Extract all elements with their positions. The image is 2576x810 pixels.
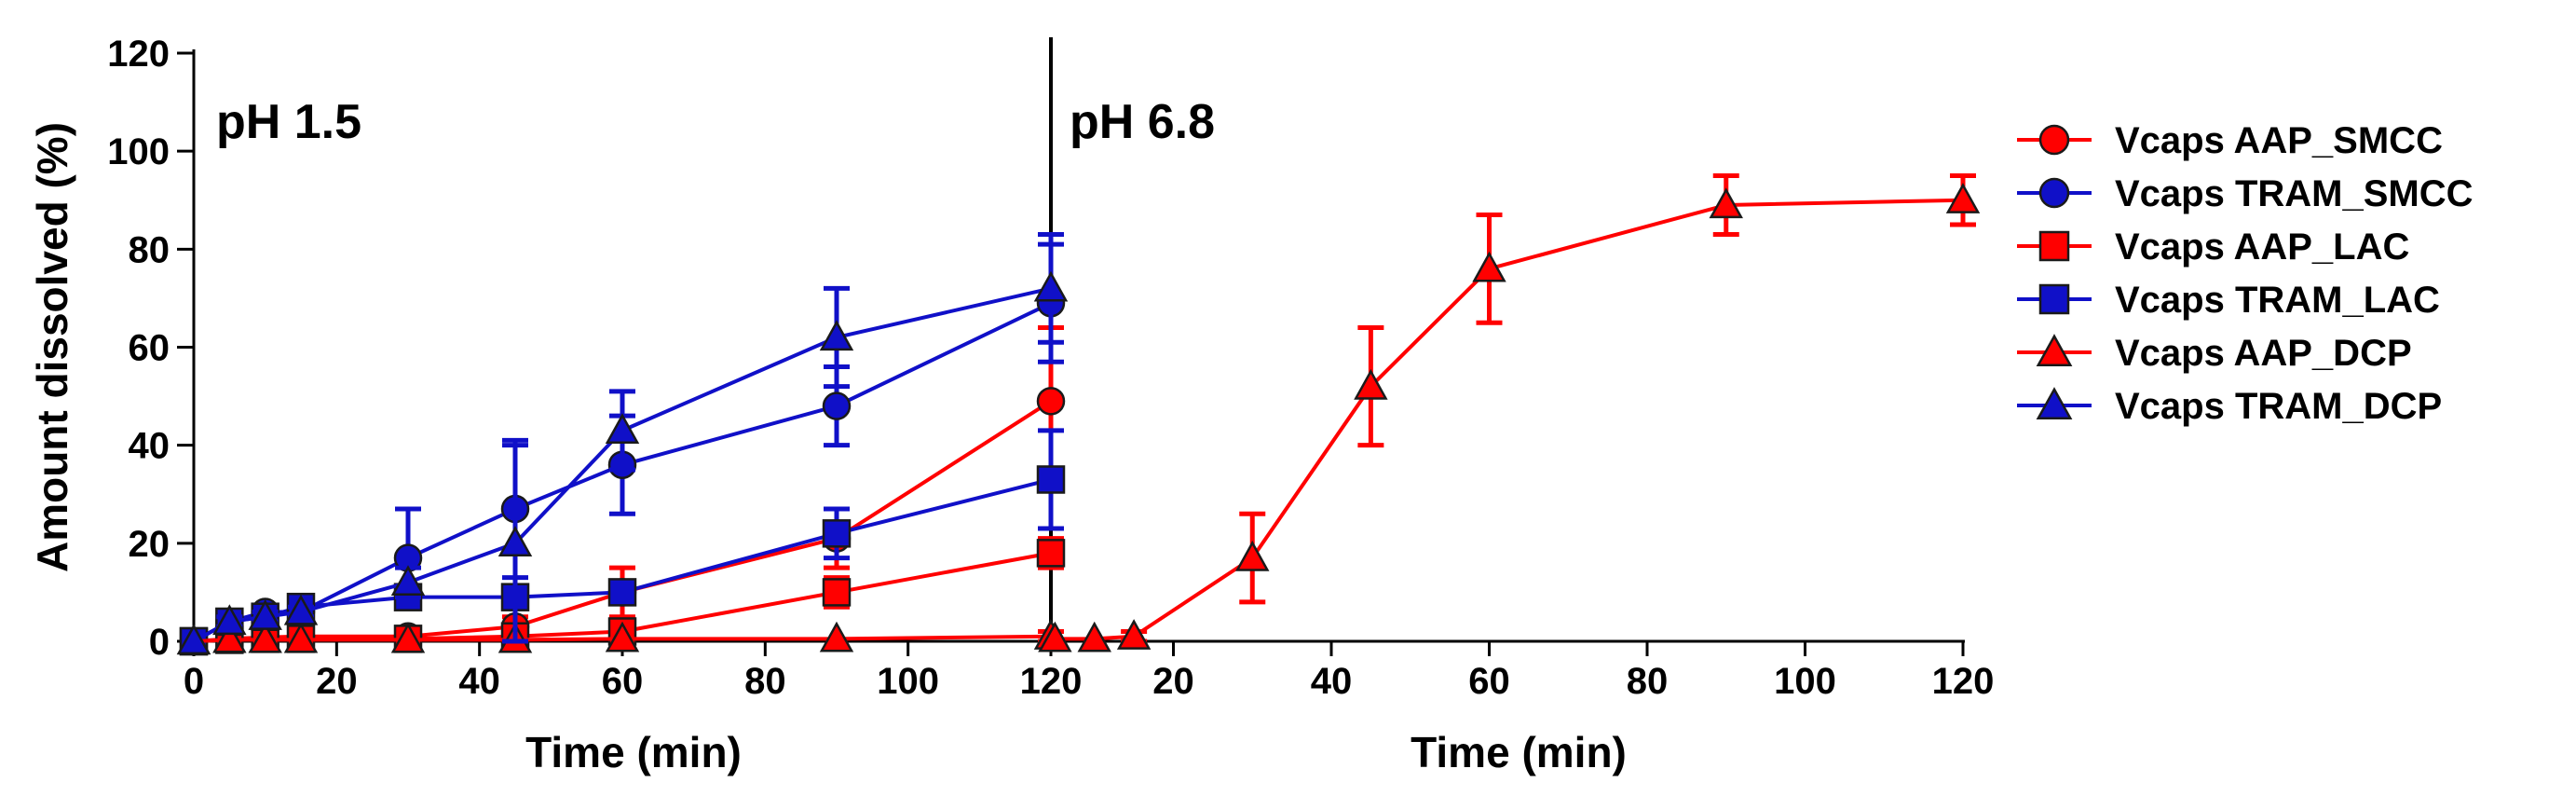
data-point bbox=[1036, 465, 1066, 494]
data-point bbox=[819, 320, 854, 351]
legend-label: Vcaps AAP_SMCC bbox=[2115, 120, 2443, 161]
legend-label: Vcaps TRAM_SMCC bbox=[2115, 173, 2474, 214]
x-tick-label: 20 bbox=[316, 661, 358, 702]
data-point bbox=[1116, 619, 1152, 650]
x-tick-label: 60 bbox=[1468, 661, 1510, 702]
legend-marker bbox=[2038, 177, 2070, 209]
legend-label: Vcaps AAP_LAC bbox=[2115, 227, 2409, 268]
data-point bbox=[1033, 270, 1069, 302]
data-point bbox=[1235, 540, 1270, 571]
y-tick-label: 40 bbox=[129, 426, 170, 467]
data-point bbox=[1038, 621, 1072, 652]
data-point bbox=[283, 622, 319, 653]
legend: Vcaps AAP_SMCC Vcaps TRAM_SMCC Vcaps AAP_L… bbox=[2017, 120, 2474, 427]
legend-marker bbox=[2036, 334, 2073, 367]
data-point bbox=[212, 604, 247, 636]
x-tick-label: 20 bbox=[1152, 661, 1194, 702]
data-point bbox=[1354, 368, 1388, 400]
panel-label: pH 1.5 bbox=[216, 95, 361, 149]
data-point bbox=[1036, 387, 1066, 416]
data-point bbox=[1077, 621, 1111, 652]
data-point bbox=[607, 578, 637, 607]
x-axis-title: Time (min) bbox=[525, 728, 742, 776]
data-point bbox=[819, 621, 854, 652]
x-tick-label: 40 bbox=[458, 661, 500, 702]
data-point bbox=[497, 526, 533, 556]
data-point bbox=[283, 594, 319, 625]
axes-layer: 0 20 40 60 80 100 120 Amount dissolved (%) 0 20 40… bbox=[28, 34, 1994, 776]
data-point bbox=[248, 599, 282, 630]
legend-marker bbox=[2038, 124, 2070, 156]
data-point bbox=[1472, 251, 1506, 282]
x-tick-label: 120 bbox=[1932, 661, 1995, 702]
legend-item: Vcaps TRAM_LAC bbox=[2017, 280, 2440, 321]
legend-item: Vcaps TRAM_DCP bbox=[2017, 386, 2442, 427]
data-point bbox=[605, 621, 640, 652]
x-tick-label: 0 bbox=[184, 661, 204, 702]
legend-item: Vcaps AAP_LAC bbox=[2017, 227, 2409, 268]
legend-label: Vcaps TRAM_DCP bbox=[2115, 386, 2442, 427]
x-tick-label: 80 bbox=[744, 661, 786, 702]
y-tick-label: 20 bbox=[129, 524, 170, 565]
legend-item: Vcaps AAP_DCP bbox=[2017, 333, 2412, 374]
legend-marker bbox=[2036, 387, 2073, 420]
data-point bbox=[605, 413, 640, 445]
data-point bbox=[176, 624, 211, 655]
data-point bbox=[822, 578, 852, 607]
data-point bbox=[822, 519, 852, 548]
x-tick-label: 100 bbox=[877, 661, 939, 702]
series-layer bbox=[176, 172, 1981, 656]
legend-marker bbox=[2038, 230, 2070, 262]
legend-item: Vcaps AAP_SMCC bbox=[2017, 120, 2443, 161]
y-axis-title: Amount dissolved (%) bbox=[28, 122, 76, 572]
y-tick-label: 60 bbox=[129, 328, 170, 369]
y-tick-label: 100 bbox=[107, 131, 170, 172]
series-vcaps-tram_dcp bbox=[176, 232, 1069, 655]
legend-label: Vcaps AAP_DCP bbox=[2115, 333, 2412, 374]
panel-label: pH 6.8 bbox=[1070, 95, 1215, 149]
series-vcaps-aap_dcp bbox=[176, 172, 1981, 655]
data-point bbox=[822, 391, 852, 420]
data-point bbox=[1945, 183, 1981, 213]
legend-item: Vcaps TRAM_SMCC bbox=[2017, 173, 2474, 214]
data-point bbox=[390, 622, 426, 653]
legend-label: Vcaps TRAM_LAC bbox=[2115, 280, 2440, 321]
legend-marker bbox=[2038, 283, 2070, 315]
data-point bbox=[212, 622, 247, 653]
x-tick-label: 40 bbox=[1311, 661, 1353, 702]
data-point bbox=[248, 622, 282, 653]
x-tick-label: 120 bbox=[1020, 661, 1083, 702]
x-tick-label: 80 bbox=[1627, 661, 1669, 702]
x-tick-label: 100 bbox=[1774, 661, 1836, 702]
y-tick-label: 80 bbox=[129, 229, 170, 270]
series-line bbox=[1055, 198, 1964, 641]
data-point bbox=[1036, 539, 1066, 568]
y-tick-label: 120 bbox=[107, 34, 170, 75]
x-tick-label: 60 bbox=[602, 661, 644, 702]
x-axis-title: Time (min) bbox=[1411, 728, 1627, 776]
data-point bbox=[1709, 187, 1743, 219]
data-point bbox=[390, 565, 426, 597]
y-tick-label: 0 bbox=[149, 622, 170, 663]
